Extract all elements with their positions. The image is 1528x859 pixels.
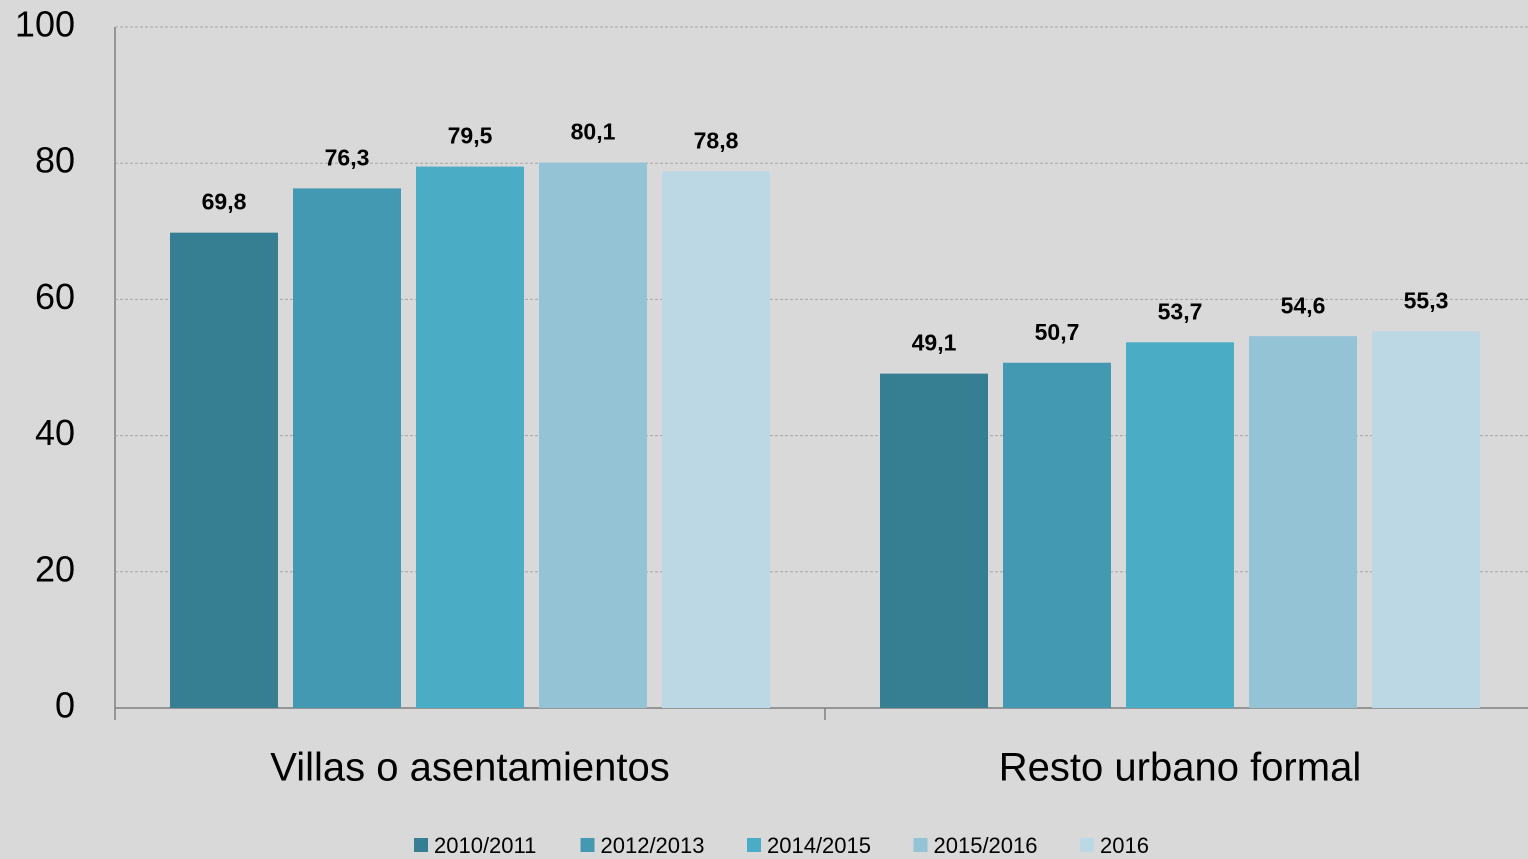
legend-label: 2016	[1100, 833, 1149, 858]
legend-swatch	[747, 838, 761, 852]
data-label: 49,1	[912, 330, 957, 356]
bar	[170, 232, 278, 709]
legend-swatch	[580, 838, 595, 852]
legend-swatch	[1080, 838, 1094, 852]
y-tick-label: 80	[35, 140, 75, 181]
bar	[662, 171, 770, 708]
bar	[880, 373, 988, 708]
y-tick-label: 0	[55, 685, 75, 726]
data-label: 80,1	[571, 119, 616, 145]
bar	[416, 166, 524, 709]
data-label: 76,3	[325, 144, 370, 170]
legend-swatch	[913, 838, 928, 852]
bar	[1003, 362, 1111, 708]
data-label: 69,8	[202, 189, 247, 215]
legend-label: 2012/2013	[601, 833, 705, 858]
y-tick-label: 40	[35, 412, 75, 453]
data-label: 78,8	[694, 127, 739, 153]
y-tick-label: 20	[35, 548, 75, 589]
data-label: 53,7	[1158, 298, 1203, 324]
legend-label: 2015/2016	[934, 833, 1038, 858]
y-tick-label: 100	[15, 4, 75, 45]
data-label: 55,3	[1404, 287, 1449, 313]
data-label: 54,6	[1281, 292, 1326, 318]
x-tick-label: Villas o asentamientos	[270, 746, 670, 790]
bar	[293, 188, 401, 709]
legend-label: 2014/2015	[767, 833, 871, 858]
y-tick-label: 60	[35, 276, 75, 317]
bar	[1126, 342, 1234, 708]
bar	[1372, 331, 1480, 708]
data-label: 50,7	[1035, 319, 1080, 345]
bar	[539, 162, 647, 709]
legend-label: 2010/2011	[434, 833, 536, 858]
x-tick-label: Resto urbano formal	[999, 746, 1361, 790]
data-label: 79,5	[448, 123, 493, 149]
bar	[1249, 336, 1357, 708]
legend-swatch	[414, 838, 428, 852]
